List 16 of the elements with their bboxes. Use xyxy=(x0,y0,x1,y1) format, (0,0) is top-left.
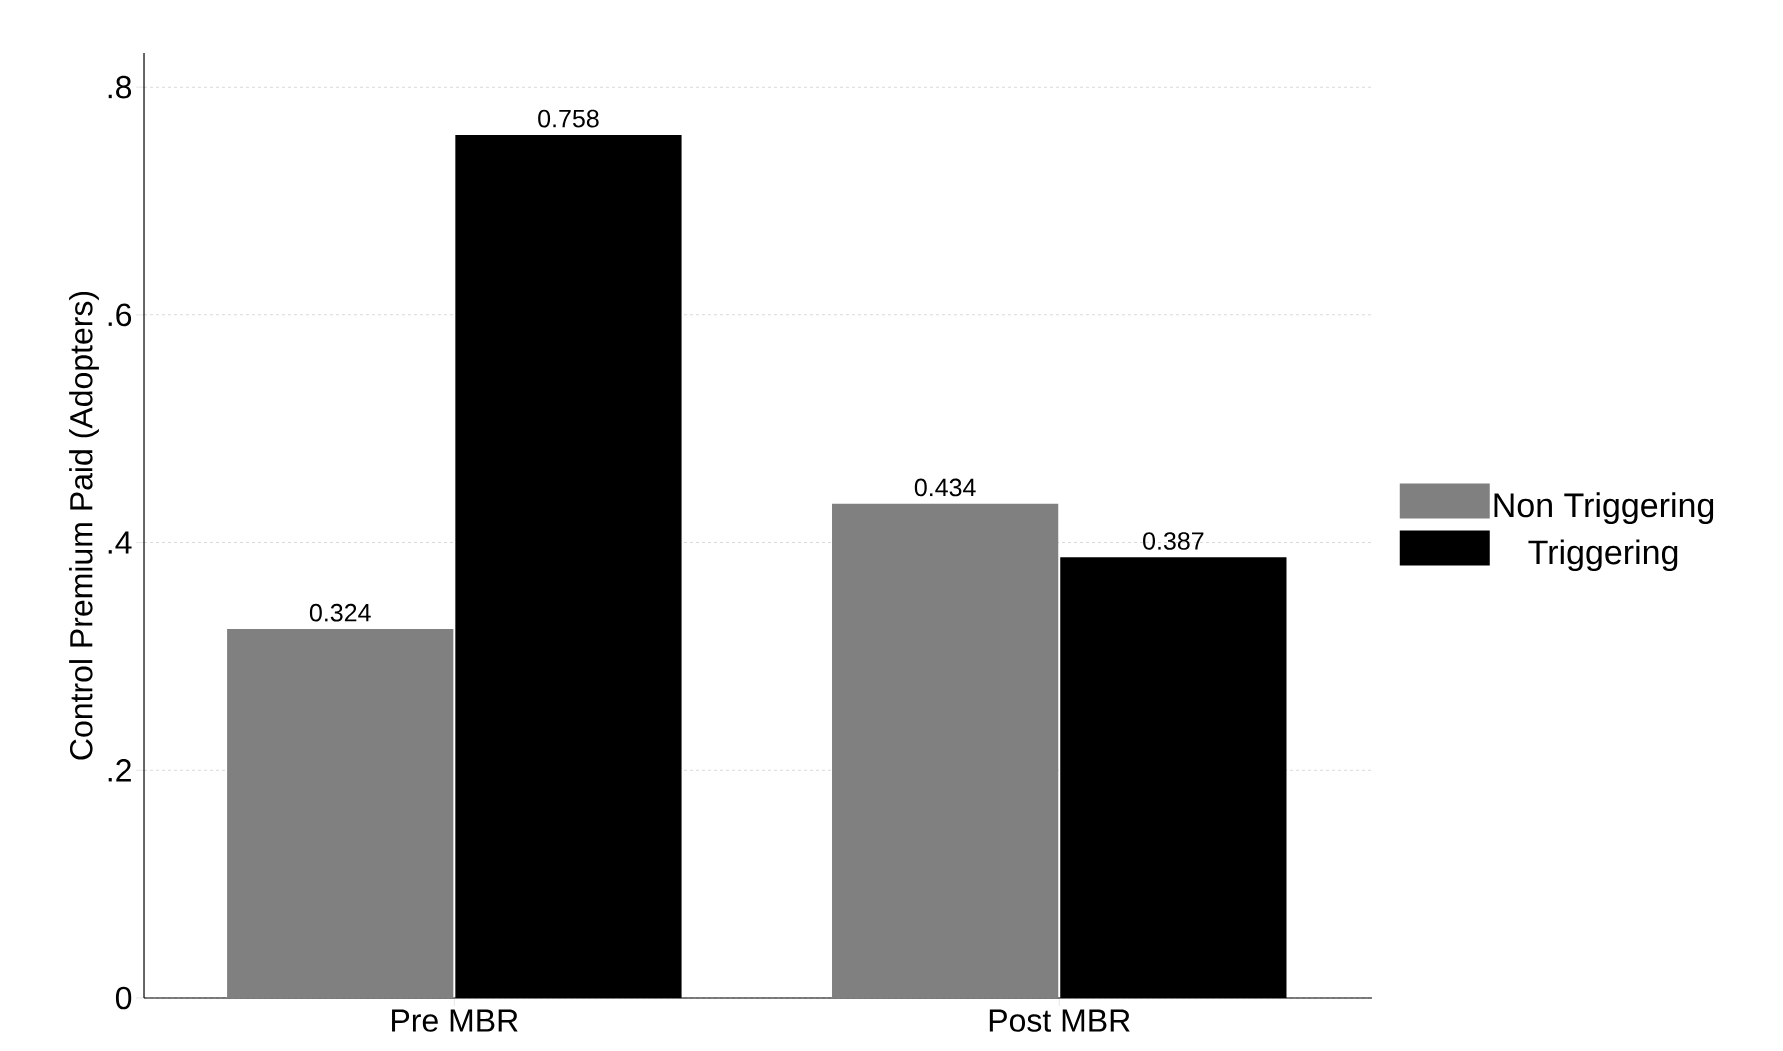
y-tick-label: 0 xyxy=(115,986,132,1010)
data-label: 0.434 xyxy=(914,478,976,497)
legend-label: Triggering xyxy=(1528,539,1678,572)
y-tick-label: .4 xyxy=(108,531,132,554)
data-label: 0.758 xyxy=(538,109,599,128)
y-tick-label: .6 xyxy=(108,303,132,327)
bar xyxy=(832,503,1059,998)
y-axis-title: Control Premium Paid (Adopters) xyxy=(69,291,99,760)
data-label: 0.387 xyxy=(1143,532,1204,550)
bar xyxy=(227,629,454,998)
y-tick-label: .8 xyxy=(108,75,132,99)
y-tick-label: .2 xyxy=(108,759,131,782)
legend-label: Non Triggering xyxy=(1494,492,1714,525)
x-tick-label: Pre MBR xyxy=(392,1009,518,1032)
data-label: 0.324 xyxy=(309,603,371,622)
x-tick-label: Post MBR xyxy=(989,1009,1130,1032)
